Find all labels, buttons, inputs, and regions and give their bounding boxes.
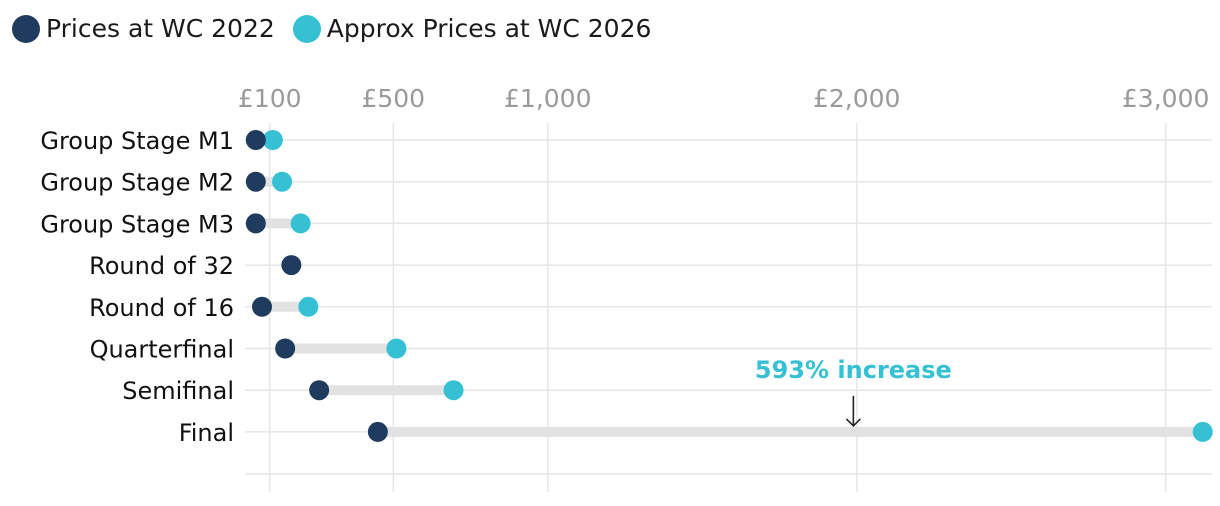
category-label: Quarterfinal	[90, 336, 234, 364]
legend-label-2022: Prices at WC 2022	[46, 14, 275, 43]
point-2026	[262, 130, 283, 150]
legend-marker-2026	[292, 14, 321, 43]
category-label: Round of 32	[89, 252, 234, 280]
x-tick-label: £100	[238, 84, 302, 113]
point-2022	[275, 338, 296, 359]
point-2026	[1192, 421, 1213, 442]
category-label: Group Stage M2	[40, 169, 234, 197]
x-tick-label: £3,000	[1122, 84, 1209, 113]
category-label: Semifinal	[122, 377, 234, 405]
point-2022	[251, 296, 272, 317]
point-2022	[245, 171, 266, 192]
x-tick-label: £500	[361, 84, 425, 113]
point-2022	[309, 380, 330, 401]
point-2026	[298, 296, 319, 317]
point-2022	[367, 421, 388, 442]
legend: Prices at WC 2022 Approx Prices at WC 20…	[12, 14, 669, 43]
point-2026	[290, 213, 311, 234]
legend-item-2022: Prices at WC 2022	[12, 14, 275, 43]
point-2022	[281, 255, 302, 276]
category-label: Final	[179, 419, 234, 447]
annotation-arrow-icon	[845, 395, 861, 428]
point-2026	[443, 380, 464, 401]
category-label: Group Stage M1	[40, 127, 234, 155]
legend-label-2026: Approx Prices at WC 2026	[326, 14, 652, 43]
legend-marker-2022	[12, 14, 40, 43]
point-2026	[386, 338, 407, 359]
point-2022	[245, 213, 266, 234]
category-label: Group Stage M3	[40, 210, 234, 238]
x-tick-label: £2,000	[813, 84, 900, 113]
legend-item-2026: Approx Prices at WC 2026	[292, 14, 652, 43]
point-2022	[245, 130, 266, 150]
annotation-label: 593% increase	[755, 356, 952, 384]
category-label: Round of 16	[89, 294, 234, 322]
x-tick-label: £1,000	[504, 84, 591, 113]
point-2026	[272, 171, 293, 192]
